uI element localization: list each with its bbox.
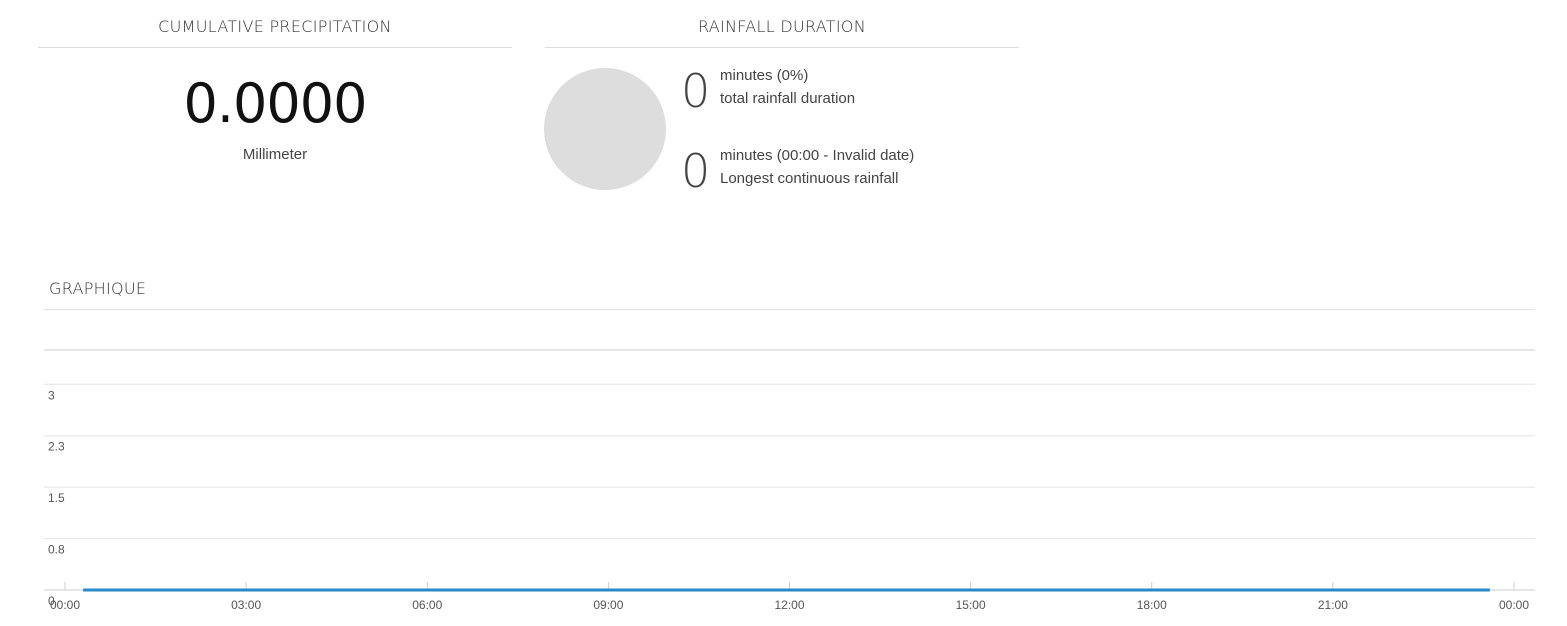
graph-title: GRAPHIQUE [49,279,147,298]
precipitation-chart: 0 0.8 1.5 2.3 3 00:00 03:00 06:00 09:00 12:00 15:0… [44,349,1535,612]
duration-divider [545,47,1019,48]
cumulative-value: 0.0000 [183,72,368,135]
x-tick-label: 12:00 [774,598,804,612]
cumulative-divider [38,47,512,48]
x-tick-label: 03:00 [231,598,261,612]
total-duration-label: total rainfall duration [720,90,856,107]
rainfall-pie-circle [544,68,666,190]
y-tick-label: 0.8 [48,543,65,557]
y-tick-label: 3 [48,388,55,402]
x-tick-label: 06:00 [412,598,442,612]
longest-rainfall-label: Longest continuous rainfall [720,170,899,187]
cumulative-precipitation-title: CUMULATIVE PRECIPITATION [158,17,392,36]
y-tick-label: 0 [48,594,55,608]
x-tick-label: 00:00 [1499,598,1529,612]
x-tick-label: 00:00 [50,598,80,612]
rainfall-duration-title: RAINFALL DURATION [697,17,867,36]
total-duration-text: minutes (0%) total rainfall duration [720,64,855,110]
longest-rainfall-text: minutes (00:00 - Invalid date) Longest c… [720,144,914,190]
x-tick-label: 18:00 [1137,598,1167,612]
longest-rainfall-value: 0 [681,144,711,198]
total-duration-minutes: minutes (0%) [720,67,809,84]
longest-rainfall-minutes: minutes (00:00 - Invalid date) [720,147,915,164]
x-tick-label: 15:00 [956,598,986,612]
x-tick-label: 21:00 [1318,598,1348,612]
cumulative-unit: Millimeter [242,146,308,163]
total-duration-value: 0 [681,64,711,118]
y-tick-label: 2.3 [48,440,65,454]
x-tick-label: 09:00 [593,598,623,612]
y-tick-label: 1.5 [48,491,65,505]
graph-divider [44,309,1535,310]
